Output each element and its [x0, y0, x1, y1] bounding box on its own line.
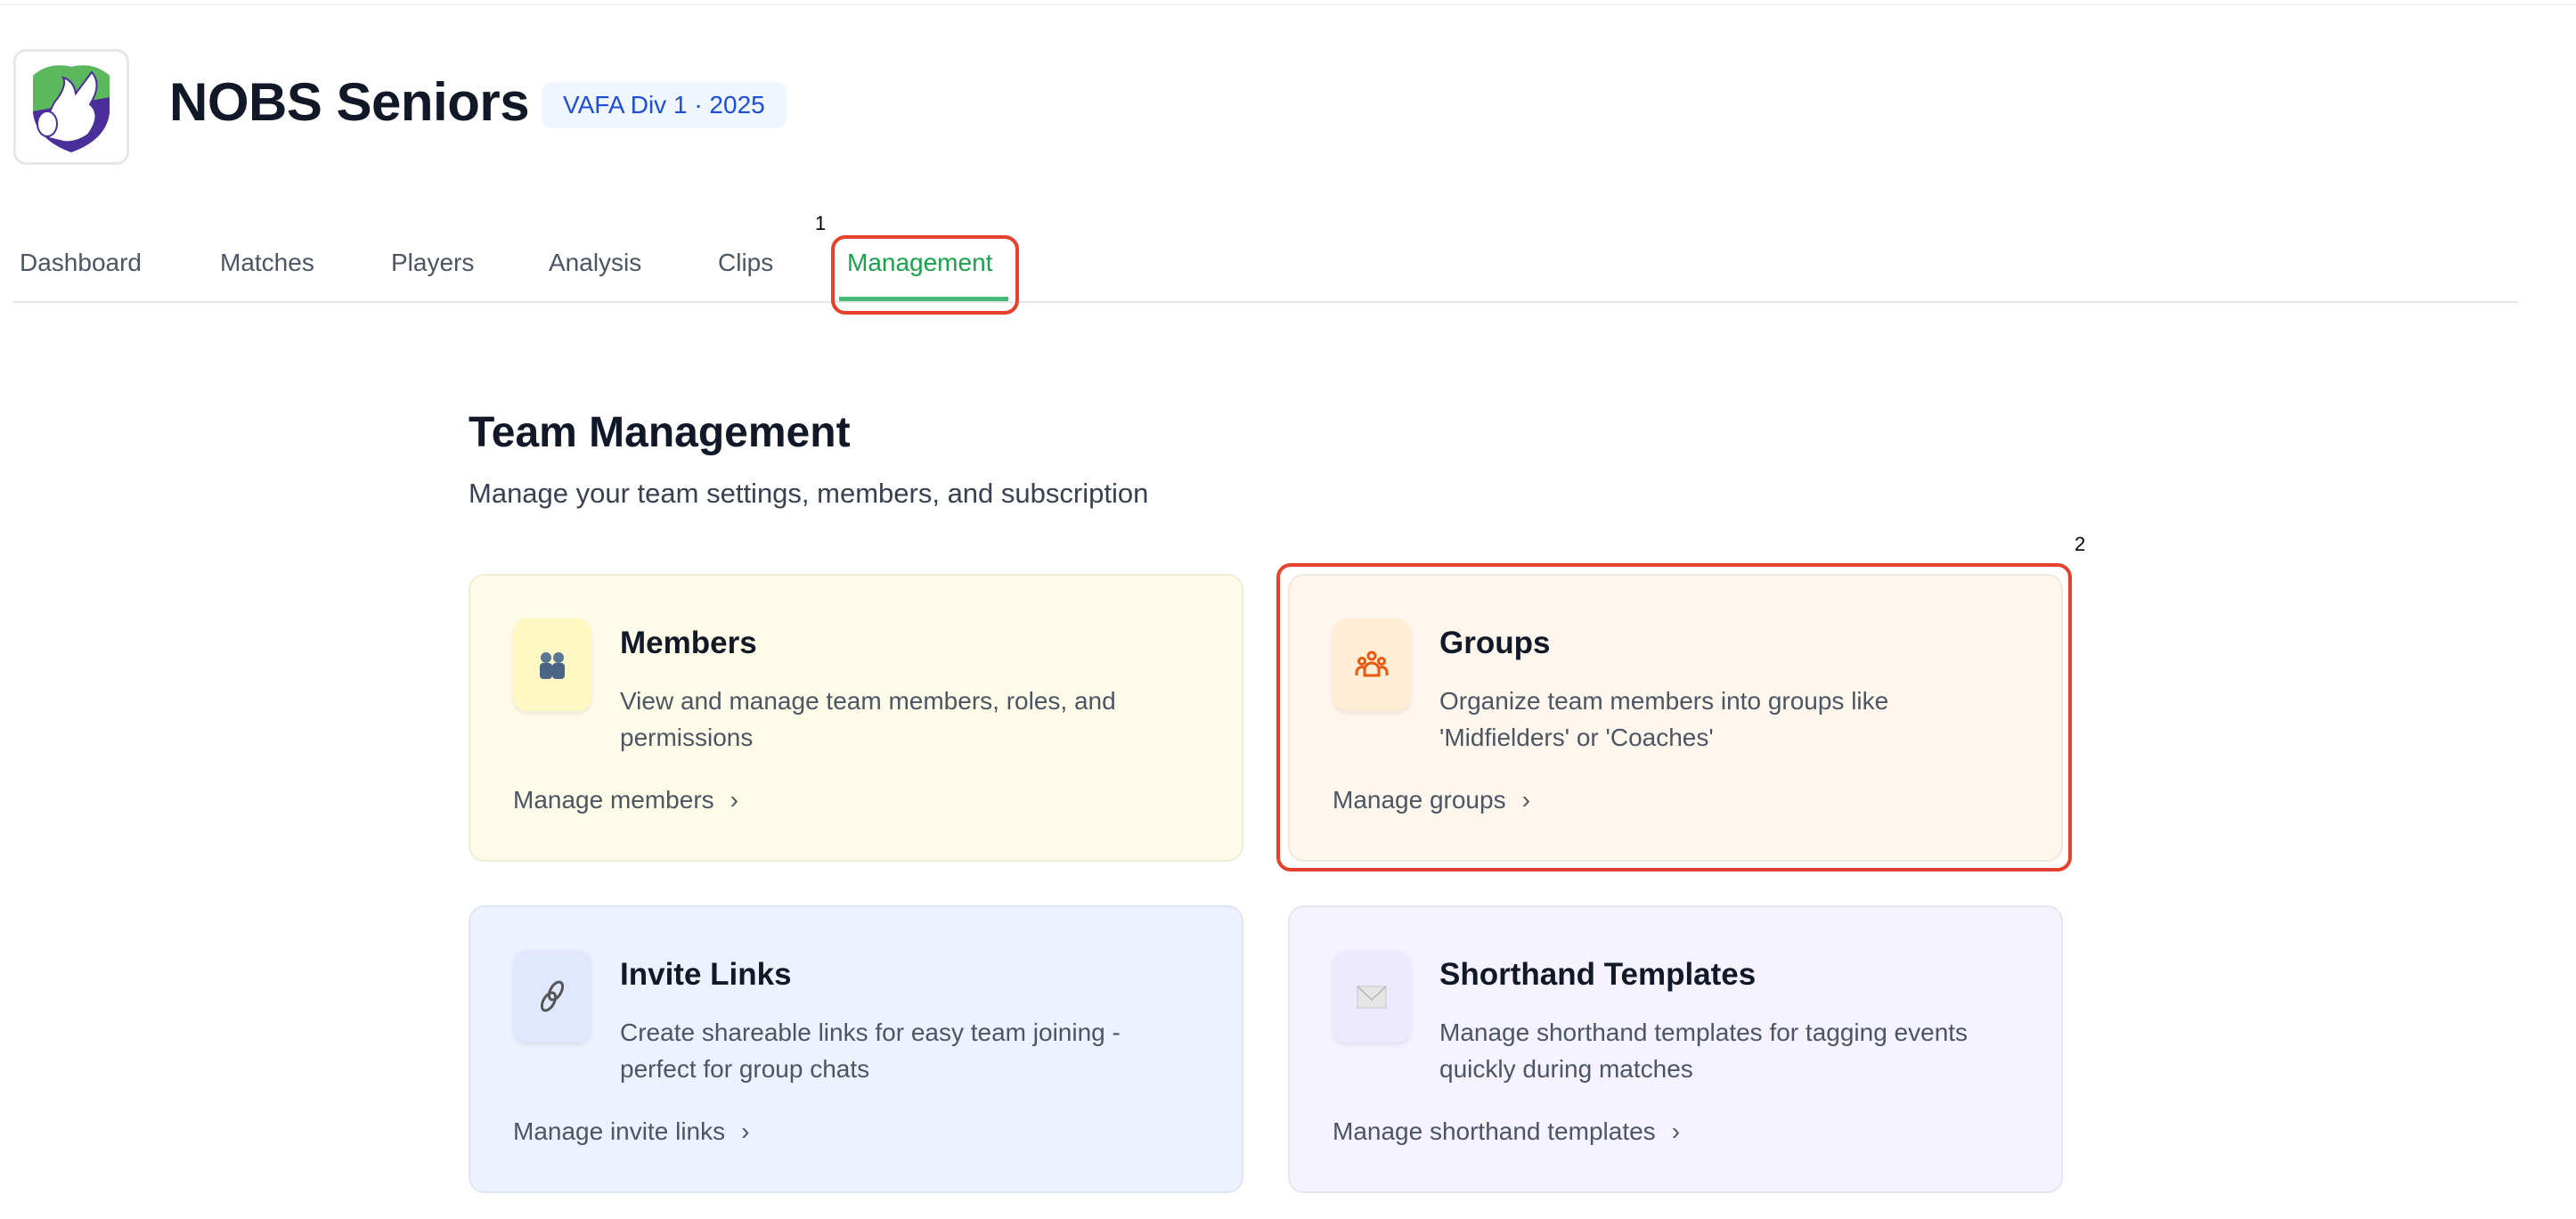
highlight-marker-1: 1 [815, 212, 827, 234]
manage-shorthand-templates-link[interactable]: Manage shorthand templates › [1333, 1117, 1680, 1146]
tab-matches[interactable]: Matches [220, 249, 314, 276]
link-label: Manage invite links [513, 1117, 726, 1145]
chevron-right-icon: › [1521, 786, 1530, 814]
groups-icon [1333, 618, 1411, 711]
card-description: Manage shorthand templates for tagging e… [1439, 1019, 1969, 1083]
people-icon [513, 618, 591, 711]
chevron-right-icon: › [1671, 1117, 1681, 1145]
envelope-icon [1333, 950, 1411, 1043]
tabs-divider [13, 301, 2518, 303]
tab-management[interactable]: Management [847, 249, 993, 276]
team-logo [13, 49, 129, 165]
invite-links-card[interactable]: Invite Links Create shareable links for … [469, 905, 1243, 1193]
page-subtitle: Manage your team settings, members, and … [469, 478, 1149, 509]
chevron-right-icon: › [741, 1117, 750, 1145]
team-name: NOBS Seniors [169, 72, 530, 132]
card-description: Organize team members into groups like '… [1439, 687, 1889, 751]
card-description: View and manage team members, roles, and… [620, 687, 1116, 751]
highlight-box-1 [831, 235, 1019, 315]
tab-analysis[interactable]: Analysis [549, 249, 642, 276]
chevron-right-icon: › [730, 786, 738, 814]
card-title: Invite Links [620, 957, 792, 992]
manage-invite-links-link[interactable]: Manage invite links › [513, 1117, 749, 1146]
shorthand-templates-card[interactable]: Shorthand Templates Manage shorthand tem… [1288, 905, 2063, 1193]
card-title: Members [620, 626, 757, 660]
active-tab-indicator [839, 297, 1008, 301]
groups-card[interactable]: Groups Organize team members into groups… [1288, 574, 2063, 862]
card-title: Groups [1439, 626, 1551, 660]
tab-players[interactable]: Players [391, 249, 475, 276]
highlight-marker-2: 2 [2075, 533, 2086, 555]
members-card[interactable]: Members View and manage team members, ro… [469, 574, 1243, 862]
card-description: Create shareable links for easy team joi… [620, 1019, 1121, 1083]
manage-members-link[interactable]: Manage members › [513, 786, 738, 814]
page-title: Team Management [469, 409, 851, 456]
manage-groups-link[interactable]: Manage groups › [1333, 786, 1530, 814]
highlight-box-2 [1276, 563, 2072, 871]
link-label: Manage groups [1333, 786, 1506, 814]
griffin-shield-logo-icon [33, 65, 110, 152]
link-icon [513, 950, 591, 1043]
tab-dashboard[interactable]: Dashboard [20, 249, 142, 276]
card-title: Shorthand Templates [1439, 957, 1757, 992]
league-season-badge: VAFA Div 1 · 2025 [542, 82, 787, 128]
link-label: Manage shorthand templates [1333, 1117, 1656, 1145]
link-label: Manage members [513, 786, 714, 814]
top-divider [0, 4, 2576, 5]
tab-clips[interactable]: Clips [718, 249, 774, 276]
